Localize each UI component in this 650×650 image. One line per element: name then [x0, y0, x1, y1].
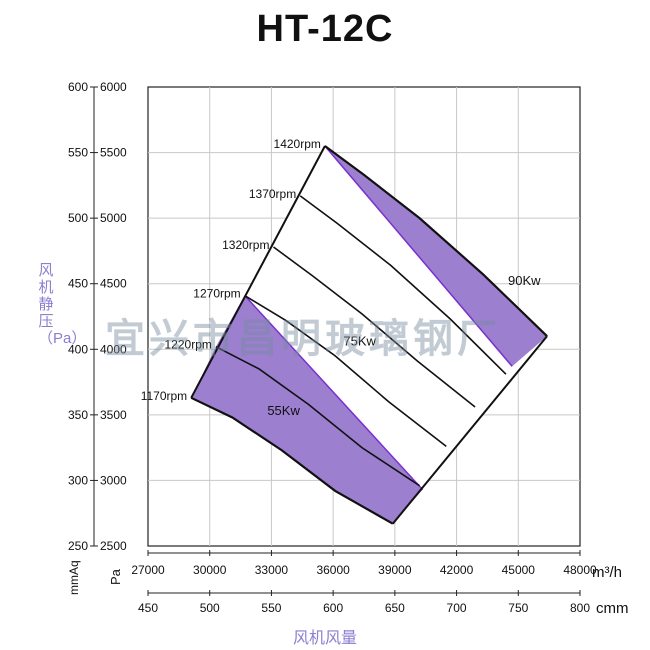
power-label-75kw: 75Kw — [343, 333, 376, 348]
rpm-curve-1170rpm — [190, 396, 394, 525]
y-tick-label-pa: 4000 — [100, 342, 127, 356]
rpm-label-1270rpm: 1270rpm — [193, 287, 240, 301]
y-tick-label-mmaq: 600 — [68, 80, 88, 94]
x-tick-label-cmm: 800 — [570, 601, 590, 615]
x-tick-label-m3h: 33000 — [255, 563, 289, 577]
rpm-curve-1270rpm — [244, 294, 447, 447]
x-tick-label-m3h: 27000 — [131, 563, 165, 577]
x-tick-label-m3h: 48000 — [563, 563, 597, 577]
x-tick-label-m3h: 42000 — [440, 563, 474, 577]
x-tick-label-cmm: 550 — [261, 601, 281, 615]
x-tick-label-m3h: 30000 — [193, 563, 227, 577]
power-band-90kw — [324, 146, 548, 367]
x2-unit-label: cmm — [596, 600, 629, 617]
y-tick-label-mmaq: 350 — [68, 408, 88, 422]
rpm-label-1170rpm: 1170rpm — [141, 389, 187, 403]
envelope-left-edge — [190, 145, 326, 399]
y-tick-label-pa: 3500 — [100, 408, 127, 422]
x-tick-label-m3h: 45000 — [502, 563, 536, 577]
rpm-label-1220rpm: 1220rpm — [165, 338, 212, 352]
y-tick-label-mmaq: 550 — [68, 146, 88, 160]
envelope-right-edge — [392, 335, 548, 525]
y-tick-label-pa: 6000 — [100, 80, 127, 94]
y-tick-label-mmaq: 500 — [68, 211, 88, 225]
x-tick-label-cmm: 500 — [200, 601, 220, 615]
rpm-curve-1370rpm — [299, 195, 507, 375]
x-tick-label-cmm: 450 — [138, 601, 158, 615]
power-label-90kw: 90Kw — [508, 273, 541, 288]
y-tick-label-pa: 2500 — [100, 539, 127, 553]
y-tick-label-pa: 4500 — [100, 277, 127, 291]
y-axis-title: 风机静压（Pa） — [38, 262, 87, 347]
watermark: 宜兴市昌明玻璃钢厂 — [105, 317, 501, 361]
x-tick-label-m3h: 39000 — [378, 563, 412, 577]
x-axis-title: 风机风量 — [292, 630, 357, 647]
power-label-55kw: 55Kw — [267, 403, 300, 418]
y-tick-label-pa: 3000 — [100, 473, 127, 487]
power-line-90kw — [324, 145, 513, 367]
y-tick-label-pa: 5500 — [100, 146, 127, 160]
rpm-curve-1420rpm — [324, 145, 548, 337]
x-tick-label-m3h: 36000 — [316, 563, 350, 577]
rpm-label-1320rpm: 1320rpm — [222, 238, 269, 252]
y-tick-label-mmaq: 400 — [68, 342, 88, 356]
y-tick-label-pa: 5000 — [100, 211, 127, 225]
x-unit-label: m³/h — [592, 564, 622, 581]
plot-frame — [147, 86, 581, 547]
y2-unit-label: mmAq — [67, 560, 81, 595]
y-unit-label: Pa — [108, 568, 123, 585]
power-line-55kw — [244, 295, 424, 491]
y-tick-label-mmaq: 250 — [68, 539, 88, 553]
rpm-label-1420rpm: 1420rpm — [274, 137, 321, 151]
rpm-label-1370rpm: 1370rpm — [249, 187, 296, 201]
x-tick-label-cmm: 700 — [447, 601, 467, 615]
y-tick-label-mmaq: 450 — [68, 277, 88, 291]
rpm-curve-1320rpm — [273, 246, 476, 408]
x-tick-label-cmm: 650 — [385, 601, 405, 615]
rpm-curve-1220rpm — [215, 345, 420, 487]
y-tick-label-mmaq: 300 — [68, 473, 88, 487]
chart-title: HT-12C — [256, 8, 394, 50]
x-tick-label-cmm: 600 — [323, 601, 343, 615]
power-band-55kw — [191, 295, 423, 524]
x-tick-label-cmm: 750 — [508, 601, 528, 615]
